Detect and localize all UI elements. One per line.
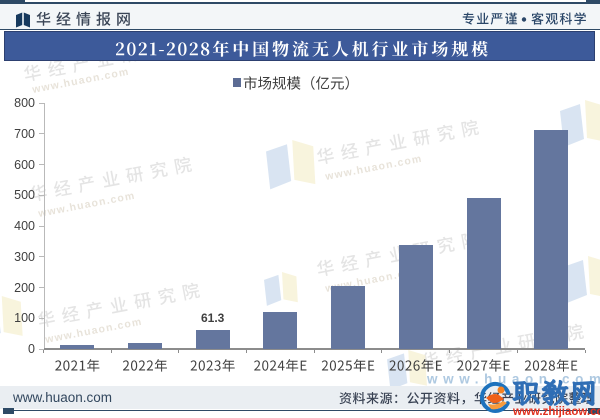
svg-text:www.huaon.com: www.huaon.com [426,372,600,387]
svg-text:www.zhijiaow.com: www.zhijiaow.com [512,406,600,418]
